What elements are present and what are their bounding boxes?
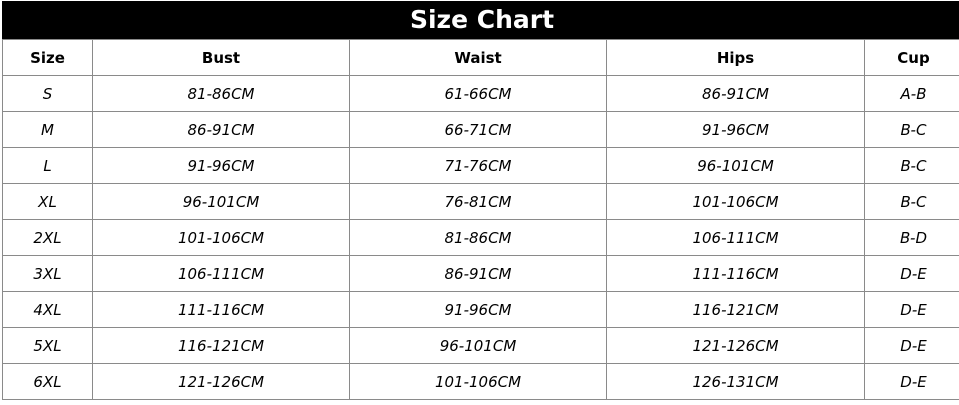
- cell-cup: D-E: [864, 363, 959, 400]
- cell-bust: 111-116CM: [92, 291, 350, 328]
- table-row: 2XL 101-106CM 81-86CM 106-111CM B-D: [2, 219, 959, 256]
- cell-bust: 101-106CM: [92, 219, 350, 256]
- cell-hips: 101-106CM: [606, 183, 865, 220]
- cell-bust: 86-91CM: [92, 111, 350, 148]
- cell-waist: 86-91CM: [349, 255, 607, 292]
- cell-waist: 91-96CM: [349, 291, 607, 328]
- cell-cup: B-C: [864, 111, 959, 148]
- cell-cup: B-C: [864, 147, 959, 184]
- cell-waist: 61-66CM: [349, 75, 607, 112]
- cell-bust: 116-121CM: [92, 327, 350, 364]
- cell-hips: 116-121CM: [606, 291, 865, 328]
- cell-waist: 76-81CM: [349, 183, 607, 220]
- cell-size: S: [2, 75, 93, 112]
- cell-hips: 86-91CM: [606, 75, 865, 112]
- cell-hips: 106-111CM: [606, 219, 865, 256]
- cell-cup: A-B: [864, 75, 959, 112]
- cell-waist: 66-71CM: [349, 111, 607, 148]
- cell-bust: 96-101CM: [92, 183, 350, 220]
- cell-size: M: [2, 111, 93, 148]
- column-header-size: Size: [2, 39, 93, 76]
- column-header-cup: Cup: [864, 39, 959, 76]
- cell-size: 3XL: [2, 255, 93, 292]
- cell-cup: B-D: [864, 219, 959, 256]
- cell-hips: 126-131CM: [606, 363, 865, 400]
- column-header-waist: Waist: [349, 39, 607, 76]
- cell-waist: 101-106CM: [349, 363, 607, 400]
- cell-bust: 106-111CM: [92, 255, 350, 292]
- cell-cup: D-E: [864, 327, 959, 364]
- cell-waist: 96-101CM: [349, 327, 607, 364]
- cell-size: 5XL: [2, 327, 93, 364]
- table-row: L 91-96CM 71-76CM 96-101CM B-C: [2, 147, 959, 184]
- chart-title: Size Chart: [2, 1, 959, 39]
- table-row: 5XL 116-121CM 96-101CM 121-126CM D-E: [2, 327, 959, 364]
- cell-waist: 71-76CM: [349, 147, 607, 184]
- cell-cup: B-C: [864, 183, 959, 220]
- cell-bust: 81-86CM: [92, 75, 350, 112]
- table-row: 4XL 111-116CM 91-96CM 116-121CM D-E: [2, 291, 959, 328]
- cell-hips: 111-116CM: [606, 255, 865, 292]
- cell-cup: D-E: [864, 255, 959, 292]
- cell-hips: 121-126CM: [606, 327, 865, 364]
- cell-bust: 121-126CM: [92, 363, 350, 400]
- cell-cup: D-E: [864, 291, 959, 328]
- table-row: S 81-86CM 61-66CM 86-91CM A-B: [2, 75, 959, 112]
- cell-hips: 96-101CM: [606, 147, 865, 184]
- table-row: M 86-91CM 66-71CM 91-96CM B-C: [2, 111, 959, 148]
- cell-size: 4XL: [2, 291, 93, 328]
- size-chart-table: Size Bust Waist Hips Cup S 81-86CM 61-66CM 86-9…: [2, 39, 959, 400]
- column-header-hips: Hips: [606, 39, 865, 76]
- table-row: 6XL 121-126CM 101-106CM 126-131CM D-E: [2, 363, 959, 400]
- cell-size: 6XL: [2, 363, 93, 400]
- cell-hips: 91-96CM: [606, 111, 865, 148]
- header-row: Size Bust Waist Hips Cup: [2, 39, 959, 76]
- cell-bust: 91-96CM: [92, 147, 350, 184]
- table-row: XL 96-101CM 76-81CM 101-106CM B-C: [2, 183, 959, 220]
- cell-size: 2XL: [2, 219, 93, 256]
- column-header-bust: Bust: [92, 39, 350, 76]
- cell-waist: 81-86CM: [349, 219, 607, 256]
- cell-size: L: [2, 147, 93, 184]
- cell-size: XL: [2, 183, 93, 220]
- table-row: 3XL 106-111CM 86-91CM 111-116CM D-E: [2, 255, 959, 292]
